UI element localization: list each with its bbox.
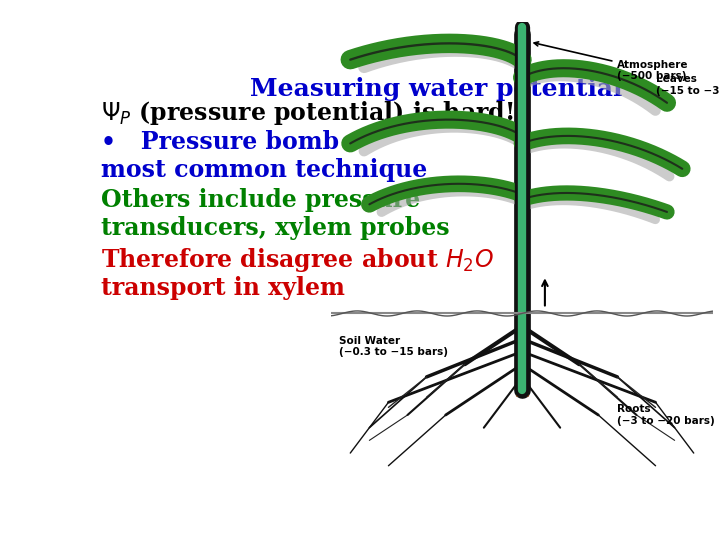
Text: Therefore disagree about $H_{2}O$: Therefore disagree about $H_{2}O$ <box>101 246 494 274</box>
Text: Atmosphere
(−500 bars): Atmosphere (−500 bars) <box>534 42 689 82</box>
Text: transducers, xylem probes: transducers, xylem probes <box>101 216 450 240</box>
Text: most common technique: most common technique <box>101 158 428 181</box>
Text: Others include pressure: Others include pressure <box>101 188 420 212</box>
Text: Leaves
(−15 to −30 bars): Leaves (−15 to −30 bars) <box>655 75 720 96</box>
Text: $\Psi_{P}$ (pressure potential) is hard!: $\Psi_{P}$ (pressure potential) is hard! <box>101 99 514 126</box>
Text: Soil Water
(−0.3 to −15 bars): Soil Water (−0.3 to −15 bars) <box>339 336 448 357</box>
Text: Measuring water potential: Measuring water potential <box>250 77 622 102</box>
Text: Roots
(−3 to −20 bars): Roots (−3 to −20 bars) <box>618 404 715 426</box>
Text: •   Pressure bomb =: • Pressure bomb = <box>101 130 367 154</box>
Text: transport in xylem: transport in xylem <box>101 276 345 300</box>
